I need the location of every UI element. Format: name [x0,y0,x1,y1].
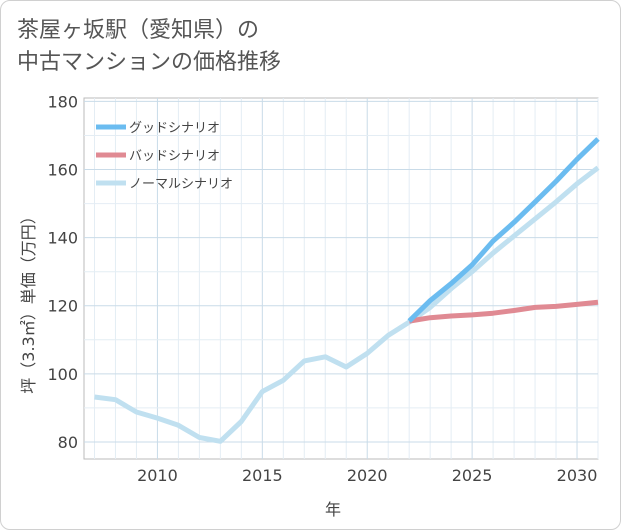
series-line-good [407,137,600,323]
y-tick-label: 100 [47,365,78,384]
x-tick-label: 2030 [557,466,598,485]
chart-title-line2: 中古マンションの価格推移 [17,50,282,75]
chart-title: 茶屋ヶ坂駅（愛知県）の 中古マンションの価格推移 [17,15,437,79]
y-tick-label: 120 [47,297,78,316]
x-tick-label: 2020 [347,466,388,485]
series-line-normal [94,165,600,444]
legend-label: グッドシナリオ [129,121,220,136]
y-tick-label: 160 [47,161,78,180]
x-tick-label: 2010 [137,466,178,485]
legend-label: ノーマルシナリオ [129,177,233,192]
series-line-bad [408,299,599,324]
x-tick-label: 2015 [242,466,283,485]
x-tick-label: 2025 [452,466,493,485]
legend-label: バッドシナリオ [129,149,220,164]
x-axis-label: 年 [325,500,341,519]
y-axis-label: 坪（3.3㎡）単価（万円） [19,208,38,393]
y-tick-label: 180 [47,92,78,111]
chart-title-line1: 茶屋ヶ坂駅（愛知県）の [17,18,260,43]
y-tick-label: 140 [47,229,78,248]
plot-area [83,97,599,460]
y-tick-label: 80 [58,433,78,452]
